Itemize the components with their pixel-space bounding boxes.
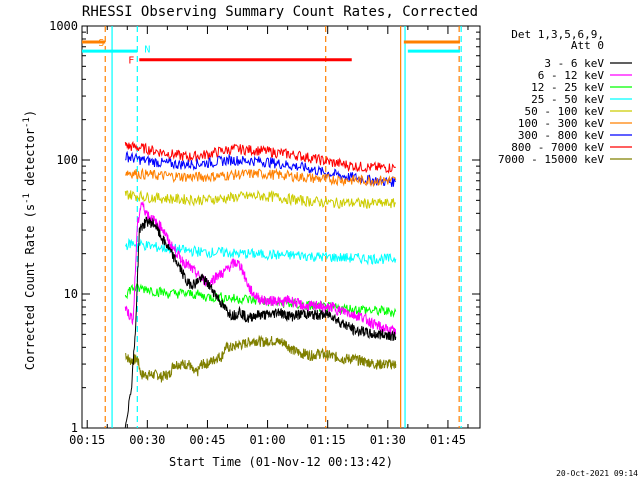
x-tick-label: 00:30 [129,433,165,447]
x-tick-label: 01:30 [370,433,406,447]
series-layer [124,140,397,428]
flag-label-s: S [98,38,104,49]
series-line-7000-15000-kev [125,334,397,383]
legend-header: Att 0 [571,39,604,52]
legend-label: 3 - 6 keV [544,57,604,70]
legend-label: 100 - 300 keV [518,117,604,130]
series-line-800-7000-kev [124,140,396,174]
x-tick-label: 01:45 [430,433,466,447]
y-axis-label-part: -1 [22,193,32,204]
flag-label-n: N [144,44,150,55]
legend-label: 6 - 12 keV [538,69,605,82]
legend-label: 12 - 25 keV [531,81,604,94]
y-axis-label: Corrected Count Rate (s-1 detector-1) [22,110,37,370]
series-line-300-800-kev [125,150,397,187]
chart-title: RHESSI Observing Summary Count Rates, Co… [82,4,478,20]
legend-label: 800 - 7000 keV [511,141,604,154]
x-tick-label: 01:15 [310,433,346,447]
y-axis-label-part: detector [23,128,37,193]
plot-frame [81,25,481,429]
y-tick-label: 100 [56,153,78,167]
x-tick-label: 01:00 [250,433,286,447]
x-tick-label: 00:15 [69,433,105,447]
footer-date: 20-Oct-2021 09:14 [556,469,638,478]
legend-label: 300 - 800 keV [518,129,604,142]
legend-header: Det 1,3,5,6,9, [511,28,604,41]
series-line-3-6-kev [124,216,397,428]
x-axis-label: Start Time (01-Nov-12 00:13:42) [169,455,393,469]
legend-label: 50 - 100 keV [525,105,605,118]
x-tick-label: 00:45 [189,433,225,447]
series-line-50-100-kev [124,189,397,209]
axes-layer: 00:15 00:30 00:45 01:00 01:15 01:30 01:45 1 10 10… [49,19,480,447]
y-tick-label: 1000 [49,19,78,33]
legend-label: 7000 - 15000 keV [498,153,604,166]
series-line-100-300-kev [124,167,397,188]
y-tick-label: 10 [64,287,78,301]
legend-label: 25 - 50 keV [531,93,604,106]
y-axis-label-part: Corrected Count Rate (s [23,204,37,370]
y-tick-label: 1 [71,421,78,435]
flag-label-f: F [128,56,134,67]
y-axis-label-part: -1 [22,117,32,128]
plot-border [81,25,481,429]
y-axis-label-part: ) [23,110,37,117]
series-line-6-12-kev [124,201,397,337]
